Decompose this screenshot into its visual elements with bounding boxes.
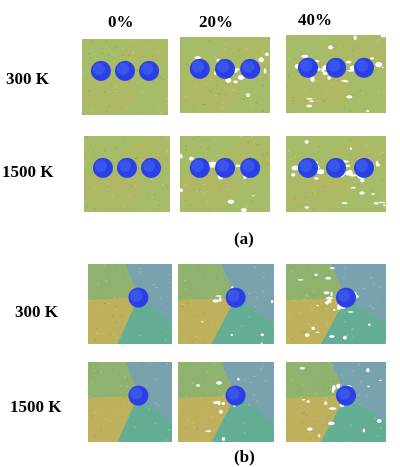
grain-lower-right xyxy=(321,297,386,344)
grain-upper-right xyxy=(331,264,386,324)
row-label-a-1500k: 1500 K xyxy=(2,162,54,181)
panel-b-1500k-40pct xyxy=(286,362,386,442)
panel-a-300k-40pct xyxy=(286,35,386,113)
matrix-patch xyxy=(286,170,351,209)
grain-lower-right xyxy=(321,395,386,442)
row-label-a-300k: 300 K xyxy=(6,69,49,88)
panel-b-1500k-20pct xyxy=(178,362,274,442)
grain-upper-left xyxy=(88,264,139,300)
matrix-patch xyxy=(180,170,239,209)
grain-lower-left xyxy=(178,395,236,442)
grain-lower-right xyxy=(117,297,172,344)
grain-upper-right xyxy=(125,362,172,422)
panel-a-300k-0pct xyxy=(82,39,168,115)
grain-upper-left xyxy=(178,264,236,300)
grain-lower-left xyxy=(286,297,346,344)
panel-b-300k-0pct xyxy=(88,264,172,344)
grain-upper-left xyxy=(88,362,139,398)
row-label-b-300k: 300 K xyxy=(15,302,58,321)
caption-a: (a) xyxy=(234,229,254,248)
matrix-patch xyxy=(286,70,351,110)
grain-upper-left xyxy=(286,264,346,300)
column-label-0: 0% xyxy=(108,12,134,31)
panel-b-300k-20pct xyxy=(178,264,274,344)
row-label-b-1500k: 1500 K xyxy=(10,397,62,416)
grain-lower-right xyxy=(211,395,274,442)
column-label-40: 40% xyxy=(298,10,332,29)
grain-lower-right xyxy=(211,297,274,344)
panel-a-1500k-0pct xyxy=(84,136,170,212)
grain-upper-right xyxy=(331,362,386,422)
grain-upper-right xyxy=(221,264,274,324)
panel-b-1500k-0pct xyxy=(88,362,172,442)
grain-upper-left xyxy=(178,362,236,398)
matrix-patch xyxy=(84,170,140,209)
grain-lower-left xyxy=(178,297,236,344)
caption-b: (b) xyxy=(234,447,255,466)
grain-lower-right xyxy=(117,395,172,442)
panel-b-300k-40pct xyxy=(286,264,386,344)
grain-upper-left xyxy=(286,362,346,398)
grain-lower-left xyxy=(88,297,139,344)
matrix-patch xyxy=(180,71,239,110)
panel-a-1500k-20pct xyxy=(180,136,270,212)
panel-a-300k-20pct xyxy=(180,37,270,113)
grain-lower-left xyxy=(286,395,346,442)
grain-upper-right xyxy=(221,362,274,422)
column-label-20: 20% xyxy=(199,12,233,31)
grain-upper-right xyxy=(125,264,172,324)
panel-a-1500k-40pct xyxy=(286,136,386,212)
